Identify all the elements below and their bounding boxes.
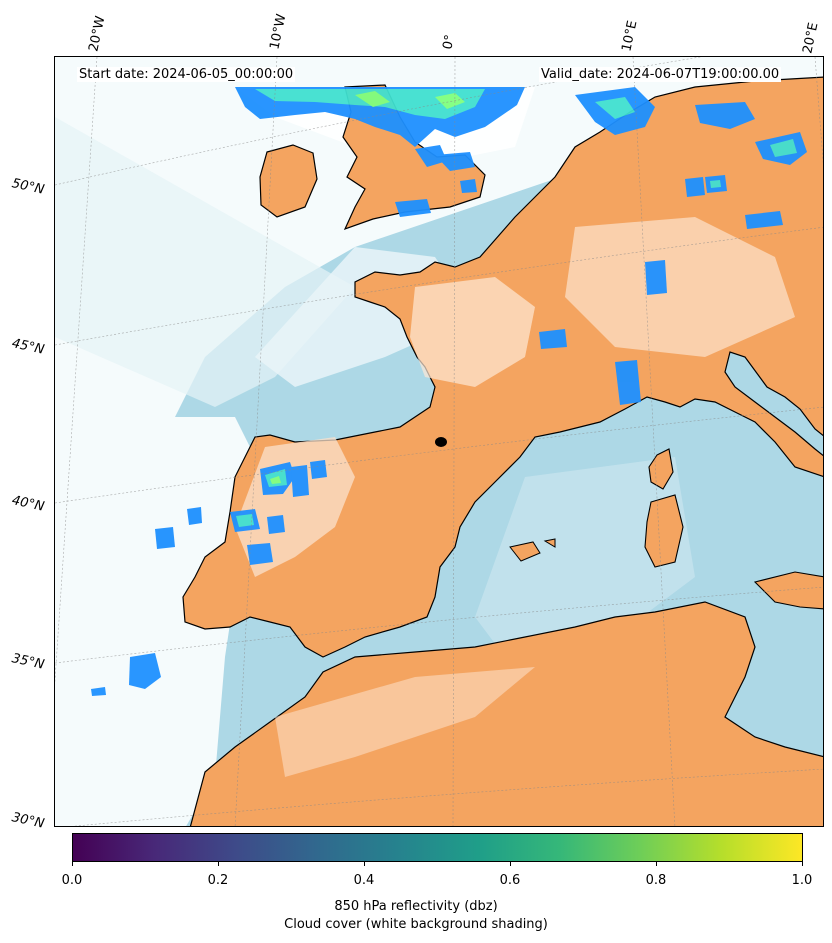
cloud-cover-caption: Cloud cover (white background shading) xyxy=(284,917,548,932)
land-balearics xyxy=(509,538,556,562)
colorbar-tick-label: 0.2 xyxy=(207,873,229,888)
graticule xyxy=(55,57,823,826)
colorbar-tick-label: 0.4 xyxy=(353,873,375,888)
lon-label-20e: 20°E xyxy=(800,21,822,56)
colorbar-tick xyxy=(218,862,219,866)
colorbar-label: 850 hPa reflectivity (dbz) xyxy=(334,899,498,914)
colorbar-tick xyxy=(72,862,73,866)
colorbar-tick xyxy=(802,862,803,866)
colorbar-tick-label: 1.0 xyxy=(791,873,813,888)
colorbar-tick xyxy=(656,862,657,866)
land-north-africa xyxy=(189,601,823,826)
land-corsica xyxy=(648,448,674,490)
colorbar-tick-label: 0.8 xyxy=(645,873,667,888)
colorbar-tick xyxy=(364,862,365,866)
reflectivity-cells xyxy=(91,87,807,696)
lon-label-20w: 20°W xyxy=(86,14,109,53)
lat-label-50n: 50°N xyxy=(10,176,46,198)
lon-label-10e: 10°E xyxy=(619,19,641,54)
mediterranean-haze xyxy=(475,457,695,657)
land-cloud-tint-france xyxy=(410,277,535,387)
colorbar-tick-label: 0.0 xyxy=(61,873,83,888)
lat-label-45n: 45°N xyxy=(10,336,46,358)
lat-label-30n: 30°N xyxy=(10,810,46,832)
location-marker xyxy=(435,437,447,447)
map-panel[interactable]: Start date: 2024-06-05_00:00:00 Valid_da… xyxy=(54,56,824,827)
lon-label-0: 0° xyxy=(440,33,459,51)
lon-label-10w: 10°W xyxy=(267,12,290,51)
land-ireland xyxy=(259,144,318,218)
land-cloud-tint-central xyxy=(565,217,795,357)
land-cloud-tint-north-africa xyxy=(275,667,535,777)
start-date-label: Start date: 2024-06-05_00:00:00 xyxy=(77,67,296,82)
land-sicily xyxy=(753,571,823,610)
land-sardinia xyxy=(644,494,684,568)
colorbar xyxy=(72,833,803,862)
lat-label-35n: 35°N xyxy=(10,651,46,673)
valid-date-label: Valid_date: 2024-06-07T19:00:00.00 xyxy=(539,67,782,82)
map-canvas xyxy=(55,57,823,826)
colorbar-tick-label: 0.6 xyxy=(499,873,521,888)
lat-label-40n: 40°N xyxy=(10,493,46,515)
colorbar-tick xyxy=(510,862,511,866)
